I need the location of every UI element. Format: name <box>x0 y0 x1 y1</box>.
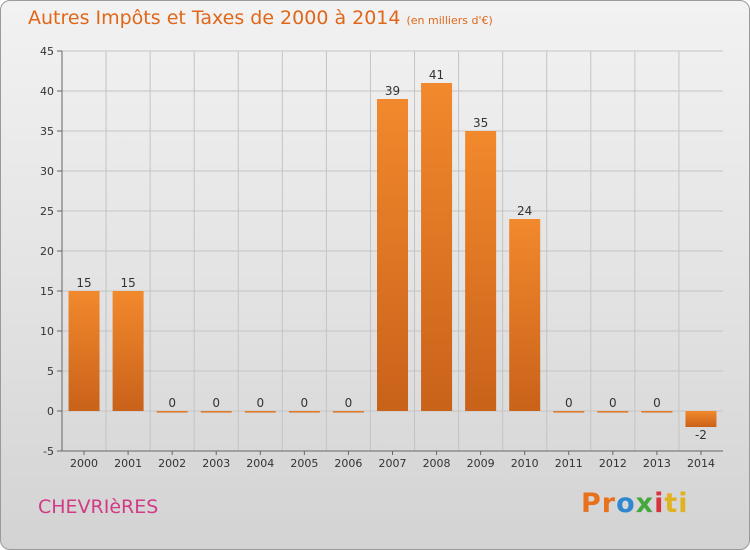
bar-2005 <box>288 411 320 413</box>
data-label-2000: 15 <box>76 276 91 290</box>
axes: -5 0 5 10 15 20 25 30 35 40 45 2000 2001 2002 2003 2004… <box>40 45 723 470</box>
data-label-2011: 0 <box>565 396 573 410</box>
y-tick-label: -5 <box>43 445 54 458</box>
y-tick-label: 15 <box>40 285 54 298</box>
y-tick-label: 10 <box>40 325 54 338</box>
bars <box>68 83 717 427</box>
data-label-2010: 24 <box>517 204 532 218</box>
chart-title: Autres Impôts et Taxes de 2000 à 2014 (en… <box>28 7 493 29</box>
data-label-2007: 39 <box>385 84 400 98</box>
x-tick-label: 2014 <box>687 457 715 470</box>
bar-2004 <box>244 411 276 413</box>
data-label-2001: 15 <box>120 276 135 290</box>
data-label-2006: 0 <box>345 396 353 410</box>
x-tick-label: 2009 <box>467 457 495 470</box>
x-tick-label: 2005 <box>290 457 318 470</box>
bar-2010 <box>509 219 541 411</box>
bar-2012 <box>597 411 629 413</box>
y-tick-label: 35 <box>40 125 54 138</box>
x-tick-label: 2012 <box>599 457 627 470</box>
y-tick-label: 20 <box>40 245 54 258</box>
data-label-2003: 0 <box>212 396 220 410</box>
data-labels: 15 15 0 0 0 0 0 39 41 35 24 0 0 0 -2 <box>76 68 707 442</box>
x-tick-label: 2006 <box>334 457 362 470</box>
data-label-2012: 0 <box>609 396 617 410</box>
bar-2008 <box>421 83 453 411</box>
y-tick-label: 40 <box>40 85 54 98</box>
x-tick-label: 2000 <box>70 457 98 470</box>
x-tick-label: 2003 <box>202 457 230 470</box>
bar-2003 <box>200 411 232 413</box>
bar-2011 <box>553 411 585 413</box>
x-tick-label: 2010 <box>511 457 539 470</box>
data-label-2008: 41 <box>429 68 444 82</box>
proxiti-logo: Proxiti <box>581 488 689 519</box>
data-label-2004: 0 <box>256 396 264 410</box>
data-label-2005: 0 <box>301 396 309 410</box>
y-tick-label: 5 <box>47 365 54 378</box>
x-tick-label: 2004 <box>246 457 274 470</box>
y-tick-label: 45 <box>40 45 54 58</box>
bar-2006 <box>332 411 364 413</box>
y-tick-label: 0 <box>47 405 54 418</box>
chart-title-main: Autres Impôts et Taxes de 2000 à 2014 <box>28 7 401 29</box>
data-label-2002: 0 <box>168 396 176 410</box>
x-tick-label: 2011 <box>555 457 583 470</box>
bar-2007 <box>377 99 408 411</box>
bar-2002 <box>156 411 188 413</box>
bar-2001 <box>112 291 144 411</box>
y-tick-label: 25 <box>40 205 54 218</box>
x-tick-label: 2007 <box>379 457 407 470</box>
data-label-2014: -2 <box>695 428 707 442</box>
bar-2013 <box>641 411 673 413</box>
x-tick-label: 2013 <box>643 457 671 470</box>
data-label-2013: 0 <box>653 396 661 410</box>
bar-2009 <box>465 131 497 411</box>
bar-2014 <box>685 411 717 427</box>
commune-name: CHEVRIèRES <box>38 496 159 518</box>
y-tick-label: 30 <box>40 165 54 178</box>
chart-title-unit: (en milliers d'€) <box>406 14 493 27</box>
x-tick-label: 2008 <box>423 457 451 470</box>
bar-2000 <box>68 291 100 411</box>
x-tick-label: 2001 <box>114 457 142 470</box>
x-tick-label: 2002 <box>158 457 186 470</box>
data-label-2009: 35 <box>473 116 488 130</box>
